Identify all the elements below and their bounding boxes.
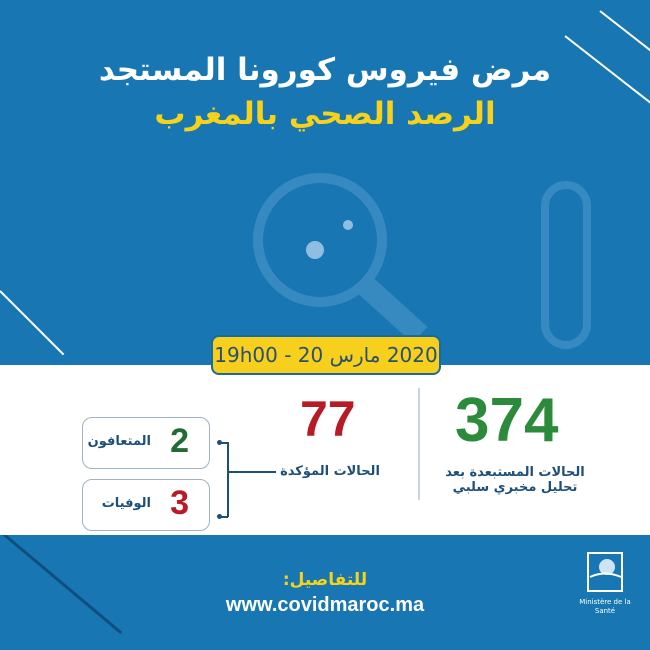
connector-dot [217, 440, 222, 445]
confirmed-count: 77 [300, 391, 356, 447]
logo-french: Ministère de la Santé [579, 598, 631, 615]
recovered-count: 2 [170, 422, 189, 460]
connector [220, 442, 228, 444]
divider [418, 388, 420, 500]
ministry-logo: Ministère de la Santé [575, 550, 635, 616]
excluded-label: الحالات المستبعدة بعد تحليل مخبري سلبي [440, 465, 590, 495]
deaths-count: 3 [170, 484, 189, 522]
connector [228, 471, 276, 473]
date-badge: 2020 مارس 20 - 19h00 [211, 335, 441, 375]
deaths-card: 3 الوفيات [82, 479, 210, 531]
details-label: للتفاصيل: [282, 570, 368, 590]
deaths-label: الوفيات [101, 496, 151, 511]
page-title: مرض فيروس كورونا المستجد [98, 52, 552, 88]
ministry-emblem-icon [587, 552, 623, 592]
connector [227, 442, 229, 517]
excluded-count: 374 [455, 386, 559, 455]
excluded-label-line2: تحليل مخبري سلبي [452, 480, 578, 495]
magnifier-virus-illustration [253, 173, 591, 349]
page-subtitle: الرصد الصحي بالمغرب [154, 96, 496, 132]
connector [220, 516, 228, 518]
confirmed-label: الحالات المؤكدة [280, 464, 380, 479]
recovered-card: 2 المتعافون [82, 417, 210, 469]
connector-dot [217, 514, 222, 519]
header-panel: مرض فيروس كورونا المستجد الرصد الصحي بال… [0, 0, 650, 365]
footer-panel [0, 535, 650, 650]
excluded-label-line1: الحالات المستبعدة بعد [445, 465, 585, 480]
recovered-label: المتعافون [87, 434, 151, 449]
website-link[interactable]: www.covidmaroc.ma [225, 594, 425, 616]
